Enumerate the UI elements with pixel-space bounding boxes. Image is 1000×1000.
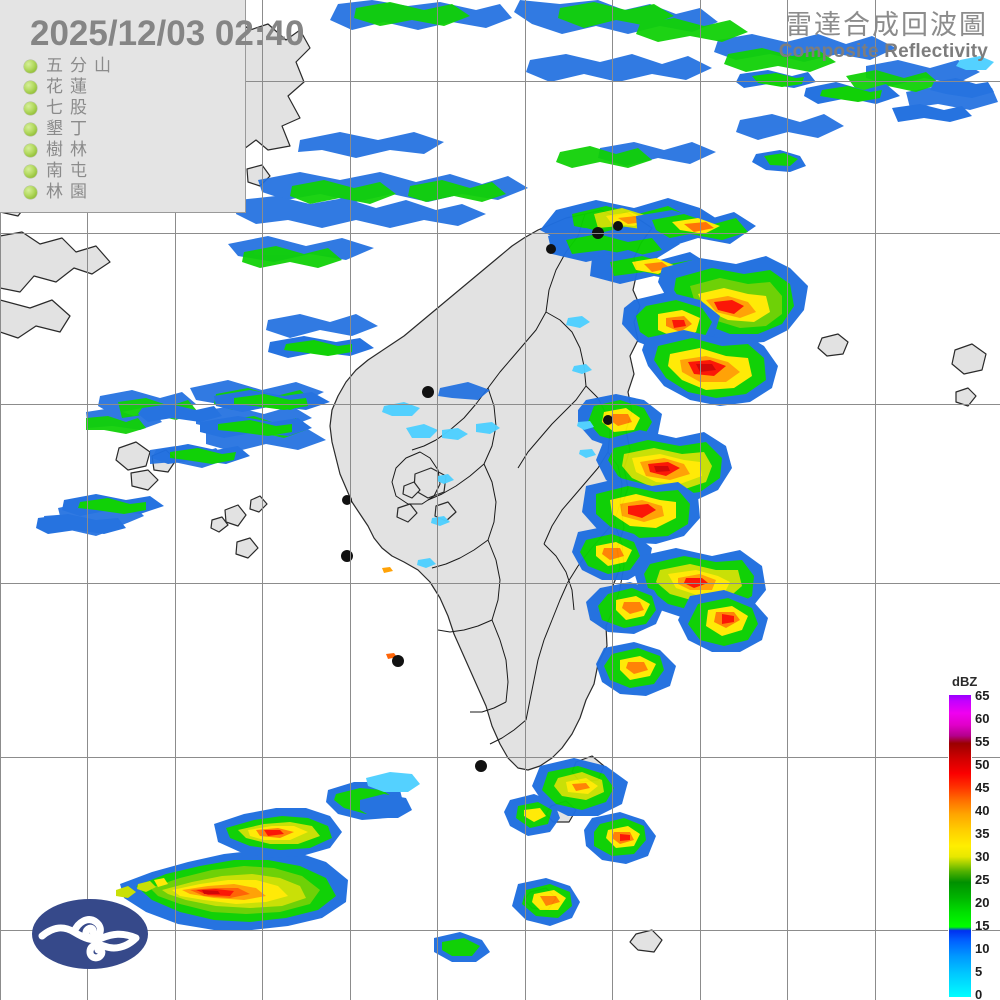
legend-tick: 35 (975, 826, 990, 841)
legend-tick: 0 (975, 987, 983, 1000)
green-dot-icon (24, 165, 37, 178)
dbz-color-legend: dBZ 65 60 55 50 45 40 35 30 25 20 15 10 … (944, 674, 1000, 1000)
legend-tick: 55 (975, 734, 990, 749)
legend-tick: 50 (975, 757, 990, 772)
radar-site-markers (341, 221, 623, 772)
legend-tick: 15 (975, 918, 990, 933)
legend-tick: 30 (975, 849, 990, 864)
radar-site-label: 花蓮 (46, 77, 94, 97)
cwa-logo (32, 899, 148, 969)
green-dot-icon (24, 81, 37, 94)
legend-tick: 10 (975, 941, 990, 956)
radar-site-label: 林園 (46, 182, 94, 202)
green-dot-icon (24, 123, 37, 136)
list-item[interactable]: 墾丁 (24, 119, 118, 140)
legend-title: dBZ (952, 674, 978, 689)
echo-bashi-scattered (434, 758, 656, 962)
radar-site-label: 五分山 (46, 56, 118, 76)
timestamp-label: 2025/12/03 02:40 (30, 14, 305, 53)
list-item[interactable]: 五分山 (24, 56, 118, 77)
legend-tick: 40 (975, 803, 990, 818)
list-item[interactable]: 南屯 (24, 161, 118, 182)
legend-tick: 45 (975, 780, 990, 795)
green-dot-icon (24, 60, 37, 73)
echo-northeast-offshore (622, 256, 808, 406)
info-panel (0, 0, 246, 213)
page-title-english: Composite Reflectivity (778, 41, 988, 62)
list-item[interactable]: 樹林 (24, 140, 118, 161)
echo-far-northeast (736, 56, 994, 172)
radar-site-list: 五分山 花蓮 七股 墾丁 樹林 南屯 林園 (24, 56, 118, 203)
legend-body: 65 60 55 50 45 40 35 30 25 20 15 10 5 0 (944, 689, 1000, 1000)
legend-colorbar (948, 694, 972, 998)
list-item[interactable]: 七股 (24, 98, 118, 119)
legend-tick: 65 (975, 688, 990, 703)
green-dot-icon (24, 144, 37, 157)
title-block: 雷達合成回波圖 Composite Reflectivity (778, 10, 988, 63)
legend-tick: 20 (975, 895, 990, 910)
legend-tick: 25 (975, 872, 990, 887)
echo-east-coast-line (572, 394, 732, 580)
green-dot-icon (24, 102, 37, 115)
page-title-chinese: 雷達合成回波圖 (785, 10, 988, 41)
list-item[interactable]: 林園 (24, 182, 118, 203)
radar-site-label: 南屯 (46, 161, 94, 181)
list-item[interactable]: 花蓮 (24, 77, 118, 98)
radar-site-label: 墾丁 (46, 119, 94, 139)
legend-tick: 5 (975, 964, 983, 979)
radar-site-label: 樹林 (46, 140, 94, 160)
radar-site-label: 七股 (46, 98, 94, 118)
legend-tick: 60 (975, 711, 990, 726)
echo-penghu-southwest-band (116, 772, 420, 930)
green-dot-icon (24, 186, 37, 199)
